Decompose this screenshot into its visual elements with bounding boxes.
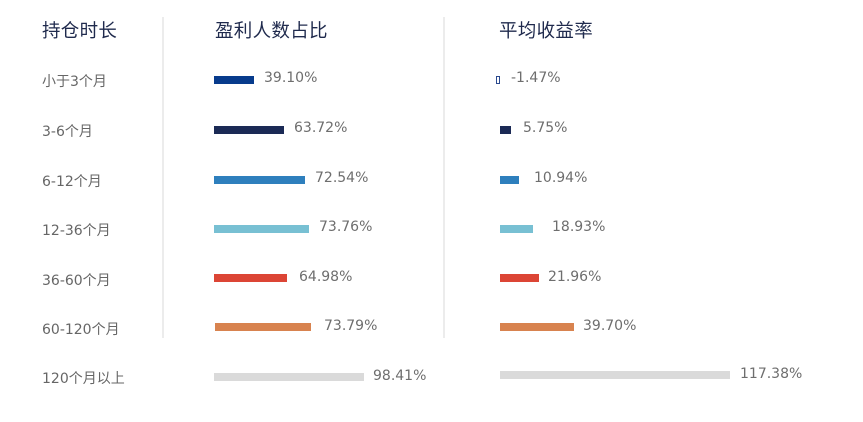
profit-ratio-bar xyxy=(214,274,287,282)
header-avg-return: 平均收益率 xyxy=(499,21,594,42)
row-label: 120个月以上 xyxy=(42,371,125,387)
column-divider xyxy=(162,17,164,338)
profit-ratio-bar xyxy=(214,176,305,184)
avg-return-bar xyxy=(500,323,574,331)
profit-ratio-bar xyxy=(214,76,254,84)
profit-ratio-value: 64.98% xyxy=(299,269,353,285)
avg-return-bar xyxy=(496,76,500,84)
profit-ratio-value: 39.10% xyxy=(264,70,318,86)
column-divider xyxy=(443,17,445,338)
avg-return-value: 39.70% xyxy=(583,318,637,334)
profit-ratio-bar xyxy=(215,323,311,331)
profit-ratio-value: 72.54% xyxy=(315,170,369,186)
row-label: 60-120个月 xyxy=(42,322,120,338)
avg-return-bar xyxy=(500,225,533,233)
profit-ratio-bar xyxy=(214,126,284,134)
header-profit-ratio: 盈利人数占比 xyxy=(215,21,328,42)
avg-return-value: 18.93% xyxy=(552,219,606,235)
avg-return-bar xyxy=(500,274,539,282)
avg-return-bar xyxy=(500,176,519,184)
avg-return-value: 117.38% xyxy=(740,366,803,382)
profit-ratio-value: 73.76% xyxy=(319,219,373,235)
header-duration: 持仓时长 xyxy=(42,21,118,42)
avg-return-value: -1.47% xyxy=(511,70,561,86)
profit-ratio-value: 73.79% xyxy=(324,318,378,334)
avg-return-value: 10.94% xyxy=(534,170,588,186)
avg-return-bar xyxy=(500,126,511,134)
avg-return-bar xyxy=(500,371,730,379)
row-label: 6-12个月 xyxy=(42,174,102,190)
avg-return-value: 21.96% xyxy=(548,269,602,285)
row-label: 36-60个月 xyxy=(42,273,111,289)
avg-return-value: 5.75% xyxy=(523,120,568,136)
row-label: 小于3个月 xyxy=(42,74,107,90)
row-label: 3-6个月 xyxy=(42,124,93,140)
profit-ratio-value: 63.72% xyxy=(294,120,348,136)
profit-ratio-bar xyxy=(214,373,364,381)
profit-ratio-value: 98.41% xyxy=(373,368,427,384)
row-label: 12-36个月 xyxy=(42,223,111,239)
profit-ratio-bar xyxy=(214,225,309,233)
